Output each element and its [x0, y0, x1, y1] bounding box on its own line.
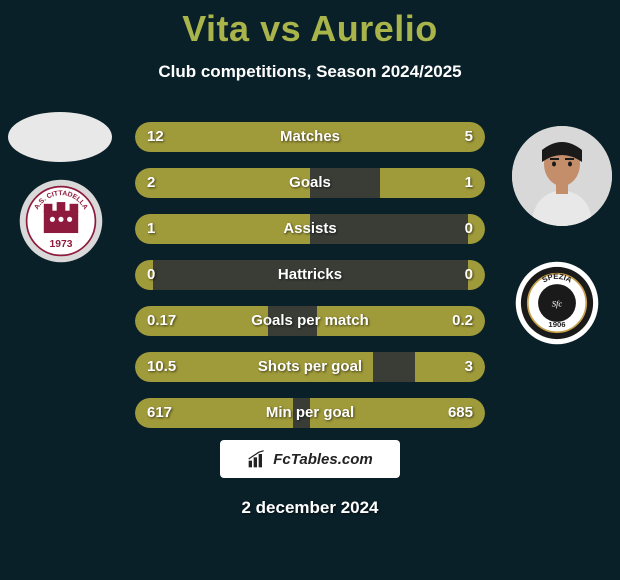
stat-row: 617685Min per goal	[135, 398, 485, 428]
stat-label: Matches	[135, 122, 485, 152]
stat-label: Goals	[135, 168, 485, 198]
stat-label: Min per goal	[135, 398, 485, 428]
stat-label: Assists	[135, 214, 485, 244]
footer-brand-badge: FcTables.com	[220, 440, 400, 478]
stat-label: Goals per match	[135, 306, 485, 336]
stats-container: 125Matches 21Goals 10Assists 00Hattricks 0.1…	[135, 122, 485, 444]
club-right-badge: Sfc SPEZIA 1906	[514, 260, 600, 346]
stat-row: 21Goals	[135, 168, 485, 198]
svg-text:1906: 1906	[548, 320, 566, 329]
subtitle: Club competitions, Season 2024/2025	[0, 62, 620, 82]
page-title: Vita vs Aurelio	[0, 0, 620, 50]
chart-icon	[247, 449, 267, 469]
stat-row: 125Matches	[135, 122, 485, 152]
footer-brand-text: FcTables.com	[273, 451, 372, 468]
club-left-badge: 1973 A.S. CITTADELLA	[18, 178, 104, 264]
stat-row: 10.53Shots per goal	[135, 352, 485, 382]
stat-row: 0.170.2Goals per match	[135, 306, 485, 336]
player-right-photo	[512, 126, 612, 226]
player-left-photo	[8, 112, 112, 162]
stat-label: Hattricks	[135, 260, 485, 290]
club-left-year: 1973	[50, 239, 73, 250]
stat-row: 00Hattricks	[135, 260, 485, 290]
stat-label: Shots per goal	[135, 352, 485, 382]
date-text: 2 december 2024	[0, 498, 620, 518]
stat-row: 10Assists	[135, 214, 485, 244]
svg-text:Sfc: Sfc	[552, 298, 563, 308]
